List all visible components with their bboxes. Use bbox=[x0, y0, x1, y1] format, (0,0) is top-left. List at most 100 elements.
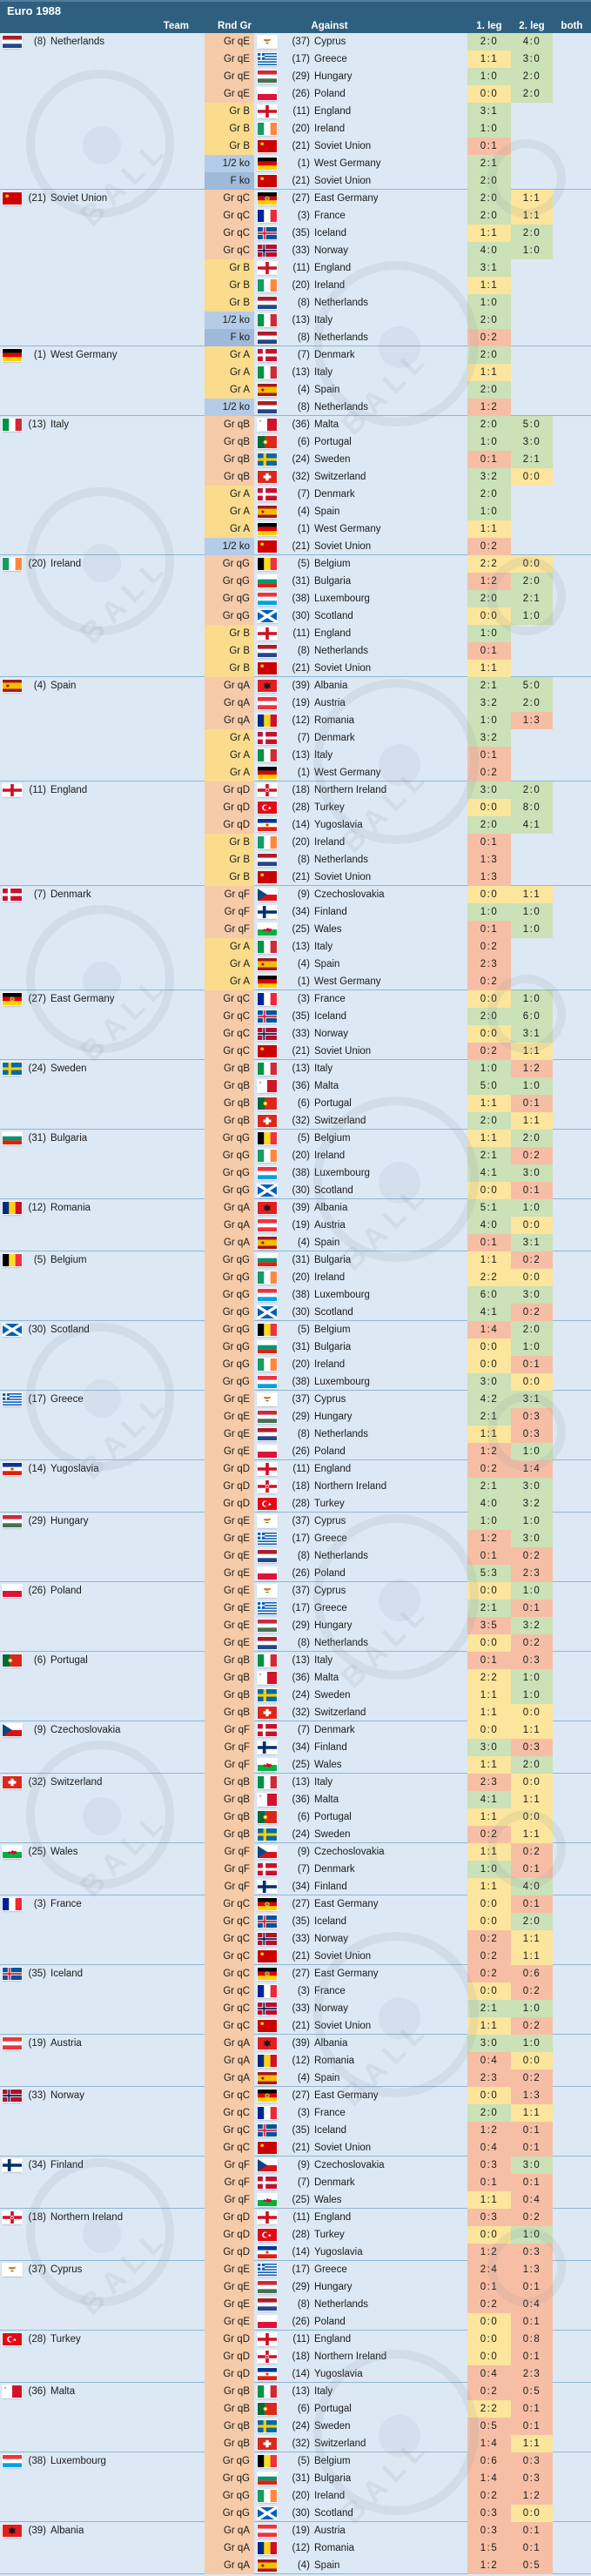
opponent-name: Greece bbox=[314, 2264, 347, 2275]
leg2-score: 3:1 bbox=[511, 1234, 553, 1251]
flag-icon-fin bbox=[258, 906, 277, 918]
against-cell: 31Bulgaria bbox=[254, 573, 467, 590]
both-cell bbox=[553, 660, 591, 677]
both-cell bbox=[553, 364, 591, 381]
against-cell: 32Switzerland bbox=[254, 2435, 467, 2452]
opponent-rank: 33 bbox=[277, 1025, 310, 1043]
match-row: 32SwitzerlandGr qB13Italy2:30:0 bbox=[0, 1774, 591, 1791]
round-cell: Gr A bbox=[205, 956, 254, 973]
team-cell bbox=[0, 973, 205, 990]
opponent-name: Soviet Union bbox=[314, 1046, 372, 1057]
opponent-rank: 37 bbox=[277, 33, 310, 50]
opponent-name: Spain bbox=[314, 1238, 340, 1248]
both-cell bbox=[553, 1774, 591, 1791]
round-cell: Gr qB bbox=[205, 468, 254, 486]
opponent-name: Czechoslovakia bbox=[314, 889, 385, 900]
team-cell: 37Cyprus bbox=[0, 2261, 205, 2278]
both-cell bbox=[553, 1234, 591, 1251]
round-cell: Gr qB bbox=[205, 1826, 254, 1843]
team-name: West Germany bbox=[50, 350, 118, 360]
round-cell: Gr qC bbox=[205, 1913, 254, 1930]
opponent-name: Northern Ireland bbox=[314, 785, 387, 795]
leg2-score bbox=[511, 834, 553, 851]
match-row: 37CyprusGr qE17Greece2:41:3 bbox=[0, 2261, 591, 2278]
team-cell bbox=[0, 1443, 205, 1460]
both-cell bbox=[553, 1965, 591, 1982]
against-cell: 28Turkey bbox=[254, 1495, 467, 1513]
leg1-score: 3:5 bbox=[467, 1617, 511, 1634]
against-cell: 25Wales bbox=[254, 1756, 467, 1774]
leg2-score: 0:8 bbox=[511, 2331, 553, 2348]
against-cell: 36Malta bbox=[254, 1669, 467, 1687]
round-cell: Gr qA bbox=[205, 2035, 254, 2052]
both-cell bbox=[553, 103, 591, 120]
flag-icon-isl bbox=[258, 1915, 277, 1928]
opponent-rank: 31 bbox=[277, 1338, 310, 1356]
against-cell: 24Sweden bbox=[254, 451, 467, 468]
against-cell: 34Finland bbox=[254, 903, 467, 921]
both-cell bbox=[553, 1130, 591, 1147]
round-cell: Gr qG bbox=[205, 2505, 254, 2522]
both-cell bbox=[553, 1895, 591, 1913]
team-cell bbox=[0, 590, 205, 607]
team-cell bbox=[0, 2139, 205, 2157]
leg1-score: 0:1 bbox=[467, 1234, 511, 1251]
flag-icon-fra bbox=[258, 210, 277, 222]
leg2-score: 2:1 bbox=[511, 451, 553, 468]
both-cell bbox=[553, 938, 591, 956]
match-row: Gr qF25Wales1:12:0 bbox=[0, 1756, 591, 1774]
round-cell: 1/2 ko bbox=[205, 538, 254, 555]
leg2-score bbox=[511, 520, 553, 538]
against-cell: 33Norway bbox=[254, 1930, 467, 1948]
team-name: East Germany bbox=[50, 994, 115, 1004]
opponent-name: Scotland bbox=[314, 1307, 353, 1318]
round-cell: Gr qE bbox=[205, 85, 254, 103]
both-cell bbox=[553, 903, 591, 921]
column-header-rnd-gr: Rnd Gr bbox=[218, 21, 252, 31]
opponent-rank: 29 bbox=[277, 2278, 310, 2296]
round-cell: Gr qB bbox=[205, 416, 254, 433]
opponent-rank: 34 bbox=[277, 903, 310, 921]
both-cell bbox=[553, 33, 591, 50]
both-cell bbox=[553, 50, 591, 68]
opponent-rank: 21 bbox=[277, 138, 310, 155]
leg1-score: 0:2 bbox=[467, 2487, 511, 2505]
against-cell: 13Italy bbox=[254, 1774, 467, 1791]
opponent-rank: 1 bbox=[277, 973, 310, 990]
round-cell: Gr qE bbox=[205, 1634, 254, 1652]
both-cell bbox=[553, 2209, 591, 2226]
match-row: Gr qB24Sweden1:11:0 bbox=[0, 1687, 591, 1704]
round-cell: Gr qF bbox=[205, 2174, 254, 2191]
flag-icon-sui bbox=[258, 471, 277, 483]
match-row: Gr qB24Sweden0:50:1 bbox=[0, 2418, 591, 2435]
flag-icon-ned bbox=[3, 36, 22, 48]
leg2-score: 1:0 bbox=[511, 921, 553, 938]
flag-icon-urs bbox=[258, 2142, 277, 2154]
round-cell: Gr qF bbox=[205, 921, 254, 938]
column-headers: Team Rnd Gr Against 1. leg 2. leg both bbox=[0, 19, 591, 33]
team-rank: 1 bbox=[22, 346, 46, 364]
team-cell bbox=[0, 1669, 205, 1687]
opponent-name: France bbox=[314, 211, 346, 221]
both-cell bbox=[553, 2365, 591, 2383]
both-cell bbox=[553, 1426, 591, 1443]
opponent-name: Hungary bbox=[314, 1412, 353, 1422]
team-cell bbox=[0, 816, 205, 834]
leg1-score: 1:1 bbox=[467, 1704, 511, 1721]
opponent-rank: 35 bbox=[277, 1008, 310, 1025]
both-cell bbox=[553, 2157, 591, 2174]
flag-icon-rou bbox=[258, 2542, 277, 2554]
match-row: Gr qC35Iceland1:12:0 bbox=[0, 225, 591, 242]
opponent-name: Luxembourg bbox=[314, 1377, 370, 1387]
against-cell: 20Ireland bbox=[254, 1356, 467, 1373]
round-cell: Gr B bbox=[205, 120, 254, 138]
leg1-score: 0:1 bbox=[467, 642, 511, 660]
opponent-name: East Germany bbox=[314, 2090, 379, 2101]
round-cell: Gr qE bbox=[205, 1513, 254, 1530]
opponent-rank: 8 bbox=[277, 399, 310, 416]
opponent-rank: 3 bbox=[277, 2104, 310, 2122]
